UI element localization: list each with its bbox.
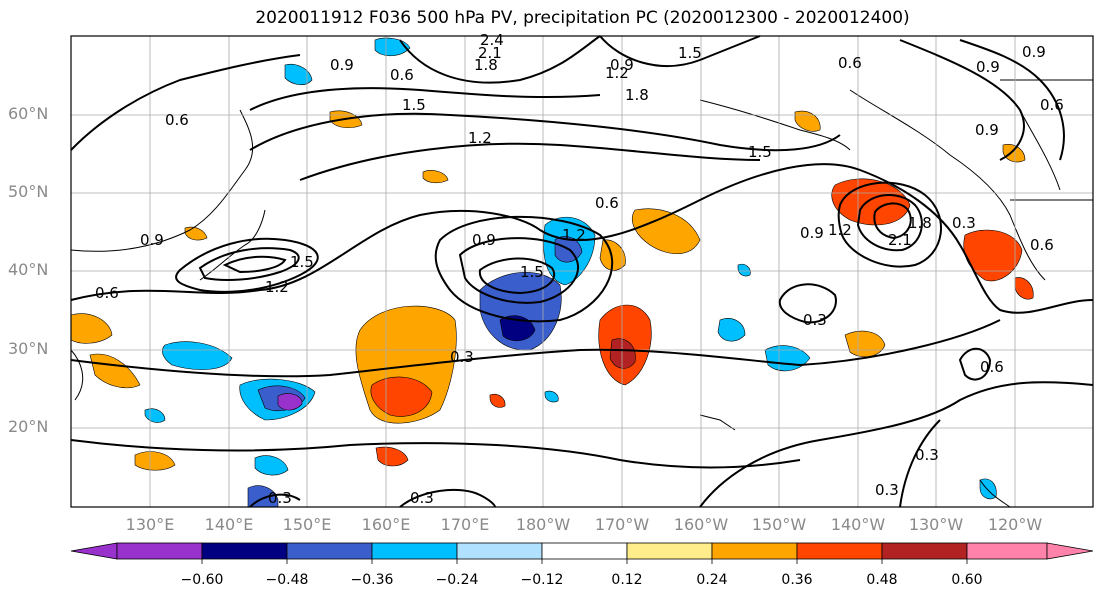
- lon-label: 140°W: [830, 515, 886, 534]
- colorbar-segment: [201, 542, 288, 560]
- contour-label: 0.9: [1022, 43, 1046, 61]
- colorbar-tick-label: 0.36: [781, 572, 813, 588]
- lon-label: 160°E: [361, 515, 411, 534]
- lon-label: 130°W: [908, 515, 964, 534]
- lon-label: 170°W: [594, 515, 650, 534]
- lon-label: 180°W: [515, 515, 571, 534]
- contour-label: 1.2: [562, 226, 586, 244]
- colorbar: [70, 542, 1094, 564]
- contour-label: 2.1: [888, 231, 912, 249]
- lon-label: 170°E: [440, 515, 490, 534]
- contour-label: 0.6: [838, 54, 862, 72]
- colorbar-tick-label: −0.60: [180, 572, 224, 588]
- contour-label: 1.5: [748, 143, 772, 161]
- contour-label: 2.4: [480, 31, 504, 49]
- colorbar-segment: [796, 542, 883, 560]
- contour-label: 1.2: [468, 129, 492, 147]
- lat-label: 30°N: [8, 339, 49, 358]
- colorbar-tick-label: 0.48: [866, 572, 898, 588]
- colorbar-segment: [541, 542, 628, 560]
- colorbar-segment: [626, 542, 713, 560]
- contour-label: 1.5: [290, 253, 314, 271]
- colorbar-segment: [286, 542, 373, 560]
- map-frame: [70, 35, 1094, 508]
- colorbar-segment: [966, 542, 1048, 560]
- contour-label: 0.3: [268, 489, 292, 507]
- contour-label: 0.6: [95, 284, 119, 302]
- contour-label: 2.1: [478, 44, 502, 62]
- colorbar-tick-label: −0.36: [350, 572, 394, 588]
- contour-label: 0.9: [330, 56, 354, 74]
- contour-label: 0.3: [410, 489, 434, 507]
- precip-shading: [70, 37, 1034, 508]
- contour-label: 0.9: [472, 231, 496, 249]
- lon-label: 150°E: [282, 515, 332, 534]
- contour-label-group: 0.9 0.6 2.4 2.1 1.8 0.9 1.2 1.5 0.6 0.9 …: [95, 31, 1064, 507]
- lat-label: 50°N: [8, 182, 49, 201]
- contour-label: 0.6: [390, 66, 414, 84]
- colorbar-tick-label: 0.12: [611, 572, 643, 588]
- contour-label: 0.3: [803, 311, 827, 329]
- contour-label: 1.5: [520, 263, 544, 281]
- colorbar-segment: [1046, 542, 1094, 560]
- contour-label: 0.6: [1030, 236, 1054, 254]
- lon-label: 160°W: [673, 515, 729, 534]
- colorbar-tick-label: 0.24: [696, 572, 728, 588]
- contour-label: 1.2: [605, 64, 629, 82]
- colorbar-tick-label: −0.48: [265, 572, 309, 588]
- colorbar-segment: [371, 542, 458, 560]
- contour-label: 0.6: [595, 194, 619, 212]
- lon-label: 140°E: [204, 515, 254, 534]
- lat-label: 60°N: [8, 104, 49, 123]
- colorbar-tick-label: −0.12: [520, 572, 564, 588]
- colorbar-segment: [456, 542, 543, 560]
- contour-label: 1.5: [678, 44, 702, 62]
- contour-label: 1.8: [474, 56, 498, 74]
- contour-label: 1.2: [265, 278, 289, 296]
- contour-label: 0.9: [800, 224, 824, 242]
- lon-label: 120°W: [987, 515, 1043, 534]
- contour-label: 0.3: [952, 214, 976, 232]
- contour-label: 0.3: [915, 446, 939, 464]
- lon-label: 150°W: [751, 515, 807, 534]
- contour-label: 1.2: [828, 221, 852, 239]
- contour-label: 1.5: [402, 96, 426, 114]
- map-title: 2020011912 F036 500 hPa PV, precipitatio…: [255, 8, 910, 28]
- contour-label: 0.9: [975, 121, 999, 139]
- colorbar-segment: [70, 542, 118, 560]
- lat-label: 40°N: [8, 260, 49, 279]
- contour-label: 0.3: [875, 481, 899, 499]
- contour-label: 0.6: [1040, 96, 1064, 114]
- contour-label: 0.9: [610, 56, 634, 74]
- pv-contours: [70, 35, 1094, 508]
- colorbar-tick-label: −0.24: [435, 572, 479, 588]
- lon-label: 130°E: [125, 515, 175, 534]
- contour-label: 0.6: [165, 111, 189, 129]
- contour-label: 1.8: [908, 214, 932, 232]
- contour-label: 0.9: [976, 58, 1000, 76]
- lat-label: 20°N: [8, 417, 49, 436]
- contour-label: 0.6: [980, 358, 1004, 376]
- contour-label: 0.9: [140, 231, 164, 249]
- contour-label: 1.8: [625, 86, 649, 104]
- colorbar-segment: [881, 542, 968, 560]
- colorbar-segment: [116, 542, 203, 560]
- colorbar-tick-label: 0.60: [951, 572, 983, 588]
- contour-label: 0.3: [450, 348, 474, 366]
- colorbar-segment: [711, 542, 798, 560]
